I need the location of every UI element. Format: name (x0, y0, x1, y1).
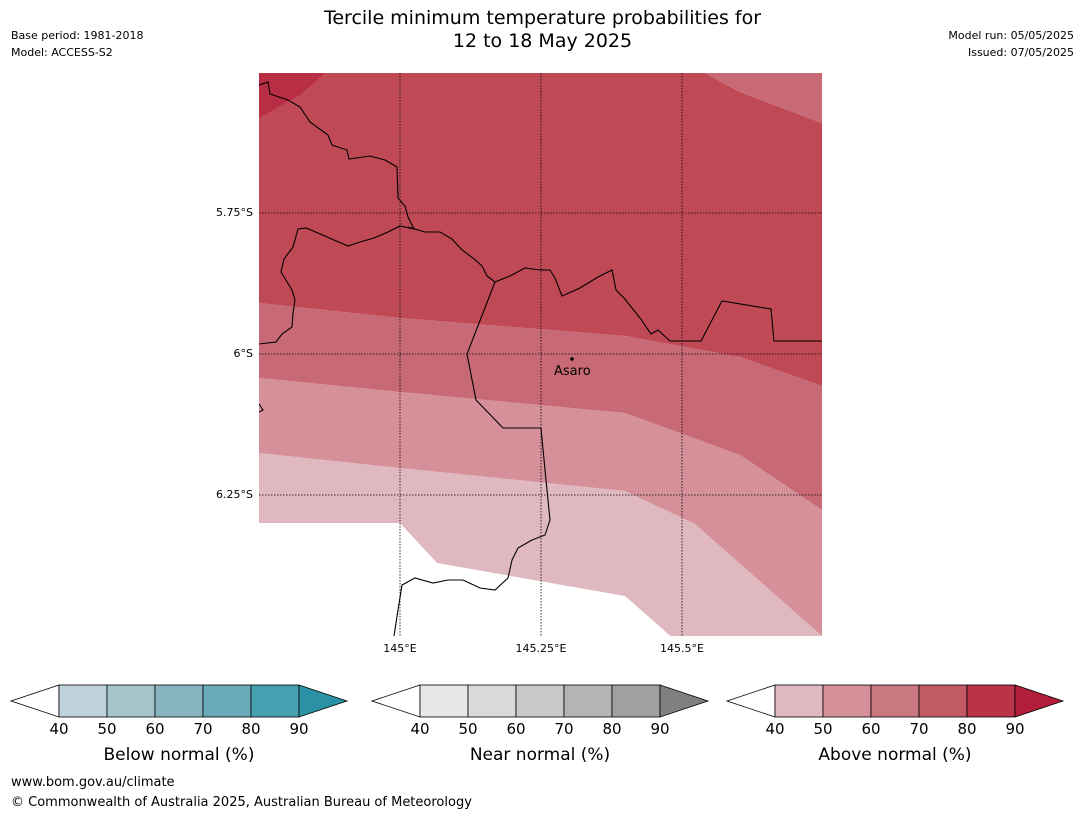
footer-copyright: © Commonwealth of Australia 2025, Austra… (11, 795, 472, 810)
colorbar-near-tick: 90 (650, 720, 670, 738)
boundary-central (407, 226, 822, 342)
model-text: Model: ACCESS-S2 (11, 46, 113, 59)
colorbar-near-tick: 60 (506, 720, 526, 738)
map-title-line2: 12 to 18 May 2025 (452, 30, 633, 52)
colorbar-near-min-arrow (370, 684, 421, 718)
colorbar-below-tick: 40 (49, 720, 69, 738)
lon-label-145-25: 145.25°E (515, 642, 567, 655)
boundary-north (259, 81, 416, 345)
place-label-asaro: Asaro (554, 364, 591, 379)
colorbar-near-tick: 50 (458, 720, 478, 738)
colorbar-near-bin-40-50 (419, 684, 469, 718)
colorbar-below-bin-80-90 (250, 684, 300, 718)
colorbar-near-bin-80-90 (611, 684, 661, 718)
band-40-50 (259, 453, 822, 636)
lon-label-145-5: 145.5°E (660, 642, 704, 655)
colorbar-below-bin-40-50 (58, 684, 108, 718)
lat-label-6-25: 6.25°S (216, 488, 253, 501)
lat-label-5-75: 5.75°S (216, 206, 253, 219)
colorbar-below-tick: 60 (145, 720, 165, 738)
colorbar-above-bin-40-50 (774, 684, 824, 718)
graticule (259, 73, 822, 636)
colorbar-below-bin-50-60 (106, 684, 156, 718)
colorbar-below-bin-70-80 (202, 684, 252, 718)
issued-text: Issued: 07/05/2025 (967, 46, 1074, 59)
colorbar-above (725, 684, 1065, 718)
colorbar-above-bin-80-90 (966, 684, 1016, 718)
map-title-line1: Tercile minimum temperature probabilitie… (323, 7, 762, 29)
colorbar-above-tick: 70 (909, 720, 929, 738)
province-boundaries (259, 81, 822, 636)
colorbar-near-tick: 70 (554, 720, 574, 738)
colorbar-above-tick: 50 (813, 720, 833, 738)
band-80-90-topleft (259, 73, 325, 118)
lon-label-145: 145°E (383, 642, 417, 655)
footer-url: www.bom.gov.au/climate (11, 775, 175, 790)
colorbar-above-bin-50-60 (822, 684, 872, 718)
colorbar-above-label: Above normal (%) (818, 745, 972, 765)
colorbar-below-bin-60-70 (154, 684, 204, 718)
colorbar-above-bin-70-80 (918, 684, 968, 718)
colorbar-below (9, 684, 349, 718)
model-run-text: Model run: 05/05/2025 (948, 29, 1074, 42)
colorbar-below-min-arrow (9, 684, 60, 718)
colorbars (9, 684, 1065, 718)
base-period-text: Base period: 1981-2018 (11, 29, 144, 42)
colorbar-near-label: Near normal (%) (469, 745, 611, 765)
boundary-south (393, 281, 551, 636)
meta-right: Model run: 05/05/2025 Issued: 07/05/2025 (948, 27, 1074, 61)
colorbar-below-max-arrow (298, 684, 349, 718)
colorbar-above-tick: 40 (765, 720, 785, 738)
colorbar-below-label: Below normal (%) (103, 745, 255, 765)
colorbar-near (370, 684, 710, 718)
map-title: Tercile minimum temperature probabilitie… (0, 7, 1085, 53)
colorbar-below-tick: 90 (289, 720, 309, 738)
band-60-70 (259, 303, 822, 510)
colorbar-below-tick: 50 (97, 720, 117, 738)
colorbar-above-tick: 90 (1005, 720, 1025, 738)
colorbar-above-min-arrow (725, 684, 776, 718)
lat-label-6: 6°S (233, 347, 253, 360)
boundary-west-stub (259, 403, 264, 413)
probability-field (259, 73, 822, 636)
colorbar-above-tick: 80 (957, 720, 977, 738)
colorbar-near-bin-60-70 (515, 684, 565, 718)
asaro-marker (570, 357, 574, 361)
colorbar-below-tick: 80 (241, 720, 261, 738)
colorbar-near-bin-50-60 (467, 684, 517, 718)
colorbar-below-tick: 70 (193, 720, 213, 738)
colorbar-near-max-arrow (659, 684, 710, 718)
colorbar-above-tick: 60 (861, 720, 881, 738)
colorbar-above-bin-60-70 (870, 684, 920, 718)
colorbar-near-tick: 40 (410, 720, 430, 738)
band-60-70-topright (705, 73, 822, 123)
colorbar-near-bin-70-80 (563, 684, 613, 718)
colorbar-above-max-arrow (1014, 684, 1065, 718)
meta-left: Base period: 1981-2018 Model: ACCESS-S2 (11, 27, 143, 61)
colorbar-near-tick: 80 (602, 720, 622, 738)
